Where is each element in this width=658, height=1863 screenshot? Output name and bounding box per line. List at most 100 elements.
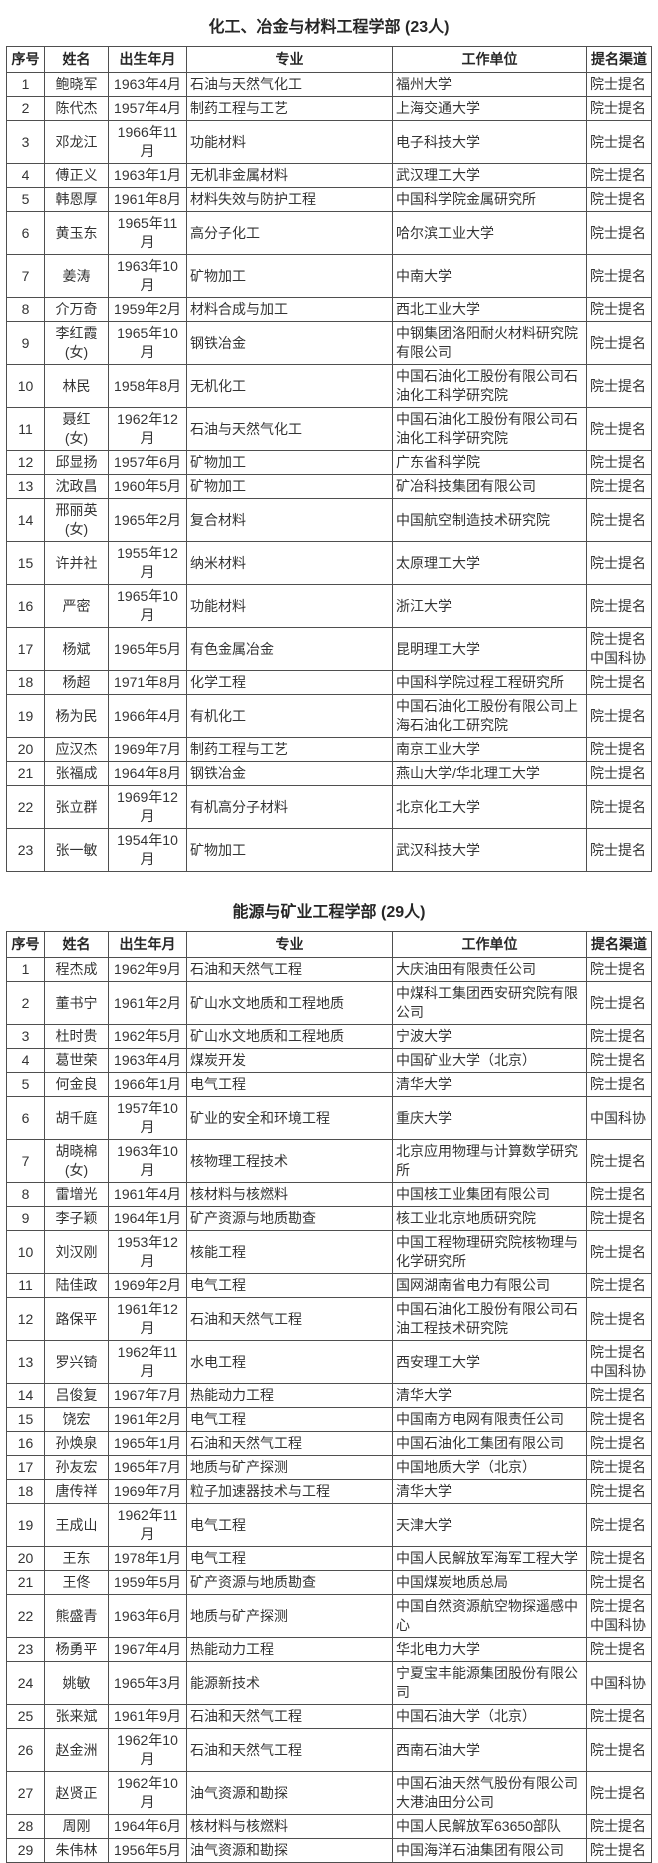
cell-work-unit: 中煤科工集团西安研究院有限公司 xyxy=(392,981,587,1025)
cell-nomination-channel: 院士提名 xyxy=(586,785,652,829)
cell-specialty: 有机高分子材料 xyxy=(186,785,393,829)
cell-specialty: 油气资源和勘探 xyxy=(186,1771,393,1815)
cell-index: 29 xyxy=(6,1838,45,1863)
cell-nomination-channel: 院士提名 xyxy=(586,120,652,164)
cell-nomination-channel: 院士提名 xyxy=(586,1273,652,1298)
cell-name: 赵贤正 xyxy=(44,1771,109,1815)
cell-nomination-channel: 中国科协 xyxy=(586,1096,652,1140)
column-header: 序号 xyxy=(6,46,45,73)
cell-index: 12 xyxy=(6,1297,45,1341)
cell-name: 刘汉刚 xyxy=(44,1230,109,1274)
cell-work-unit: 中国航空制造技术研究院 xyxy=(392,498,587,542)
cell-name: 杨斌 xyxy=(44,627,109,671)
cell-work-unit: 浙江大学 xyxy=(392,584,587,628)
column-header: 序号 xyxy=(6,931,45,958)
table-row: 10 林民 1958年8月 无机化工 中国石油化工股份有限公司石油化工科学研究院 院士提名 xyxy=(6,364,652,408)
cell-nomination-channel: 院士提名 xyxy=(586,1546,652,1571)
cell-work-unit: 上海交通大学 xyxy=(392,96,587,121)
table-row: 1 鲍晓军 1963年4月 石油与天然气化工 福州大学 院士提名 xyxy=(6,72,652,97)
table-row: 8 介万奇 1959年2月 材料合成与加工 西北工业大学 院士提名 xyxy=(6,297,652,322)
cell-work-unit: 中钢集团洛阳耐火材料研究院有限公司 xyxy=(392,321,587,365)
cell-name: 韩恩厚 xyxy=(44,187,109,212)
cell-specialty: 制药工程与工艺 xyxy=(186,737,393,762)
cell-work-unit: 北京应用物理与计算数学研究所 xyxy=(392,1139,587,1183)
cell-index: 18 xyxy=(6,1479,45,1504)
table-row: 11 陆佳政 1969年2月 电气工程 国网湖南省电力有限公司 院士提名 xyxy=(6,1273,652,1298)
cell-birthdate: 1966年1月 xyxy=(108,1072,187,1097)
table-row: 27 赵贤正 1962年10月 油气资源和勘探 中国石油天然气股份有限公司大港油田分公司… xyxy=(6,1771,652,1815)
table-row: 14 吕俊复 1967年7月 热能动力工程 清华大学 院士提名 xyxy=(6,1383,652,1408)
cell-name: 傅正义 xyxy=(44,163,109,188)
cell-nomination-channel: 院士提名 中国科协 xyxy=(586,627,652,671)
cell-birthdate: 1965年7月 xyxy=(108,1455,187,1480)
cell-work-unit: 清华大学 xyxy=(392,1072,587,1097)
cell-birthdate: 1962年11月 xyxy=(108,1503,187,1547)
table-row: 13 罗兴锜 1962年11月 水电工程 西安理工大学 院士提名 中国科协 xyxy=(6,1340,652,1384)
cell-index: 28 xyxy=(6,1814,45,1839)
cell-specialty: 核材料与核燃料 xyxy=(186,1814,393,1839)
cell-name: 李红霞 (女) xyxy=(44,321,109,365)
cell-specialty: 矿物加工 xyxy=(186,828,393,872)
cell-birthdate: 1978年1月 xyxy=(108,1546,187,1571)
table-row: 19 王成山 1962年11月 电气工程 天津大学 院士提名 xyxy=(6,1503,652,1547)
cell-nomination-channel: 院士提名 xyxy=(586,694,652,738)
cell-name: 黄玉东 xyxy=(44,211,109,255)
cell-work-unit: 太原理工大学 xyxy=(392,541,587,585)
cell-birthdate: 1962年10月 xyxy=(108,1728,187,1772)
cell-name: 鲍晓军 xyxy=(44,72,109,97)
cell-specialty: 材料失效与防护工程 xyxy=(186,187,393,212)
cell-birthdate: 1965年10月 xyxy=(108,584,187,628)
cell-specialty: 核物理工程技术 xyxy=(186,1139,393,1183)
cell-index: 19 xyxy=(6,694,45,738)
cell-nomination-channel: 院士提名 xyxy=(586,187,652,212)
cell-nomination-channel: 院士提名 xyxy=(586,1728,652,1772)
cell-name: 张福成 xyxy=(44,761,109,786)
cell-specialty: 矿山水文地质和工程地质 xyxy=(186,981,393,1025)
cell-nomination-channel: 院士提名 xyxy=(586,584,652,628)
cell-birthdate: 1964年8月 xyxy=(108,761,187,786)
cell-birthdate: 1959年5月 xyxy=(108,1570,187,1595)
cell-work-unit: 重庆大学 xyxy=(392,1096,587,1140)
cell-name: 罗兴锜 xyxy=(44,1340,109,1384)
table-row: 18 杨超 1971年8月 化学工程 中国科学院过程工程研究所 院士提名 xyxy=(6,670,652,695)
table-row: 16 严密 1965年10月 功能材料 浙江大学 院士提名 xyxy=(6,584,652,628)
cell-name: 熊盛青 xyxy=(44,1594,109,1638)
cell-index: 1 xyxy=(6,957,45,982)
cell-index: 5 xyxy=(6,1072,45,1097)
cell-birthdate: 1961年2月 xyxy=(108,1407,187,1432)
cell-index: 11 xyxy=(6,1273,45,1298)
cell-birthdate: 1961年9月 xyxy=(108,1704,187,1729)
cell-birthdate: 1965年11月 xyxy=(108,211,187,255)
header-row: 序号 姓名 出生年月 专业 工作单位 提名渠道 xyxy=(6,931,652,958)
cell-work-unit: 中国人民解放军63650部队 xyxy=(392,1814,587,1839)
cell-specialty: 矿物加工 xyxy=(186,474,393,499)
cell-work-unit: 中国核工业集团有限公司 xyxy=(392,1182,587,1207)
cell-nomination-channel: 院士提名 xyxy=(586,1455,652,1480)
column-header: 提名渠道 xyxy=(586,931,652,958)
cell-name: 朱伟林 xyxy=(44,1838,109,1863)
cell-work-unit: 宁夏宝丰能源集团股份有限公司 xyxy=(392,1661,587,1705)
cell-work-unit: 武汉理工大学 xyxy=(392,163,587,188)
cell-specialty: 石油和天然气工程 xyxy=(186,957,393,982)
cell-name: 雷增光 xyxy=(44,1182,109,1207)
cell-index: 11 xyxy=(6,407,45,451)
cell-index: 16 xyxy=(6,584,45,628)
cell-name: 邢丽英 (女) xyxy=(44,498,109,542)
table-row: 11 聂红 (女) 1962年12月 石油与天然气化工 中国石油化工股份有限公司石油化工… xyxy=(6,407,652,451)
cell-nomination-channel: 院士提名 xyxy=(586,828,652,872)
column-header: 姓名 xyxy=(44,931,109,958)
cell-work-unit: 福州大学 xyxy=(392,72,587,97)
cell-specialty: 矿物加工 xyxy=(186,450,393,475)
cell-nomination-channel: 院士提名 xyxy=(586,72,652,97)
cell-birthdate: 1969年7月 xyxy=(108,1479,187,1504)
cell-index: 14 xyxy=(6,1383,45,1408)
cell-name: 王东 xyxy=(44,1546,109,1571)
cell-birthdate: 1962年12月 xyxy=(108,407,187,451)
column-header: 提名渠道 xyxy=(586,46,652,73)
cell-name: 葛世荣 xyxy=(44,1048,109,1073)
cell-specialty: 水电工程 xyxy=(186,1340,393,1384)
cell-name: 张来斌 xyxy=(44,1704,109,1729)
table-row: 17 杨斌 1965年5月 有色金属冶金 昆明理工大学 院士提名 中国科协 xyxy=(6,627,652,671)
cell-work-unit: 中国工程物理研究院核物理与化学研究所 xyxy=(392,1230,587,1274)
cell-birthdate: 1961年2月 xyxy=(108,981,187,1025)
